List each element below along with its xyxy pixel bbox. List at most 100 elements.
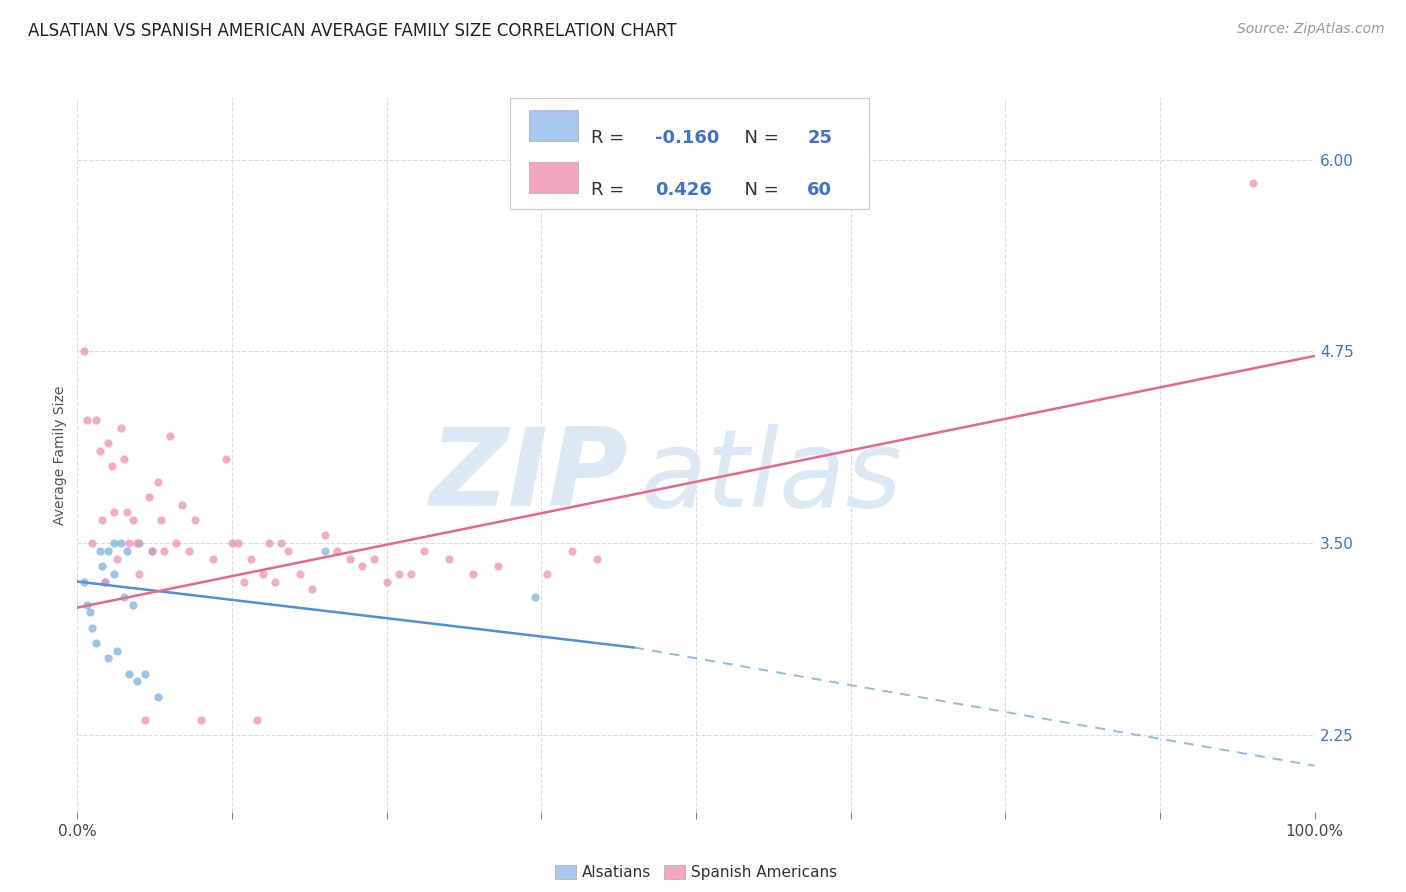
Point — [326, 544, 349, 558]
Point — [172, 498, 194, 512]
Point — [257, 536, 280, 550]
Point — [82, 621, 104, 635]
Point — [239, 551, 262, 566]
Point — [103, 536, 125, 550]
Point — [84, 413, 107, 427]
Point — [314, 544, 336, 558]
FancyBboxPatch shape — [529, 161, 578, 193]
Point — [190, 713, 212, 727]
Text: Source: ZipAtlas.com: Source: ZipAtlas.com — [1237, 22, 1385, 37]
Text: N =: N = — [733, 129, 785, 147]
Text: ALSATIAN VS SPANISH AMERICAN AVERAGE FAMILY SIZE CORRELATION CHART: ALSATIAN VS SPANISH AMERICAN AVERAGE FAM… — [28, 22, 676, 40]
Point — [138, 490, 160, 504]
Point — [165, 536, 187, 550]
Point — [221, 536, 243, 550]
Point — [277, 544, 299, 558]
Text: atlas: atlas — [640, 424, 903, 529]
Point — [363, 551, 385, 566]
Text: R =: R = — [591, 129, 630, 147]
Point — [233, 574, 256, 589]
Point — [350, 559, 373, 574]
Point — [93, 574, 115, 589]
Text: R =: R = — [591, 181, 630, 199]
Point — [82, 536, 104, 550]
Point — [412, 544, 434, 558]
Point — [586, 551, 609, 566]
Point — [125, 536, 148, 550]
Point — [84, 636, 107, 650]
Point — [401, 566, 423, 581]
Point — [76, 598, 98, 612]
Point — [561, 544, 583, 558]
Point — [202, 551, 225, 566]
Text: 0.426: 0.426 — [655, 181, 711, 199]
Point — [97, 651, 120, 665]
Point — [288, 566, 311, 581]
Point — [112, 451, 135, 466]
Point — [246, 713, 269, 727]
Point — [115, 544, 138, 558]
Point — [536, 566, 558, 581]
Point — [437, 551, 460, 566]
Point — [105, 643, 128, 657]
FancyBboxPatch shape — [510, 98, 869, 209]
Point — [314, 528, 336, 542]
Text: ZIP: ZIP — [430, 424, 628, 529]
Point — [339, 551, 361, 566]
Point — [270, 536, 292, 550]
Point — [103, 566, 125, 581]
Point — [463, 566, 485, 581]
Point — [118, 666, 141, 681]
Point — [76, 413, 98, 427]
Text: -0.160: -0.160 — [655, 129, 720, 147]
Text: N =: N = — [733, 181, 785, 199]
Point — [79, 605, 101, 619]
Point — [146, 475, 169, 489]
Point — [159, 428, 181, 442]
Point — [91, 559, 114, 574]
Point — [89, 444, 111, 458]
Text: 25: 25 — [807, 129, 832, 147]
Point — [72, 344, 94, 359]
Point — [110, 421, 132, 435]
Point — [141, 544, 163, 558]
Point — [150, 513, 173, 527]
Point — [125, 674, 148, 689]
Point — [388, 566, 411, 581]
Point — [103, 506, 125, 520]
Point — [128, 536, 150, 550]
Point — [252, 566, 274, 581]
Point — [184, 513, 207, 527]
Point — [1241, 176, 1264, 190]
Y-axis label: Average Family Size: Average Family Size — [53, 385, 67, 524]
Point — [177, 544, 200, 558]
Point — [89, 544, 111, 558]
Point — [486, 559, 509, 574]
Point — [122, 513, 145, 527]
Point — [72, 574, 94, 589]
Text: 60: 60 — [807, 181, 832, 199]
Point — [105, 551, 128, 566]
Point — [301, 582, 323, 597]
Point — [215, 451, 238, 466]
Point — [93, 574, 115, 589]
Point — [375, 574, 398, 589]
Point — [153, 544, 176, 558]
Point — [264, 574, 287, 589]
Point — [91, 513, 114, 527]
FancyBboxPatch shape — [529, 110, 578, 141]
Point — [101, 459, 124, 474]
Point — [524, 590, 547, 604]
Point — [112, 590, 135, 604]
Point — [118, 536, 141, 550]
Point — [134, 713, 156, 727]
Point — [128, 566, 150, 581]
Point — [134, 666, 156, 681]
Point — [97, 544, 120, 558]
Point — [146, 690, 169, 704]
Point — [226, 536, 249, 550]
Point — [115, 506, 138, 520]
Point — [122, 598, 145, 612]
Point — [141, 544, 163, 558]
Point — [97, 436, 120, 450]
